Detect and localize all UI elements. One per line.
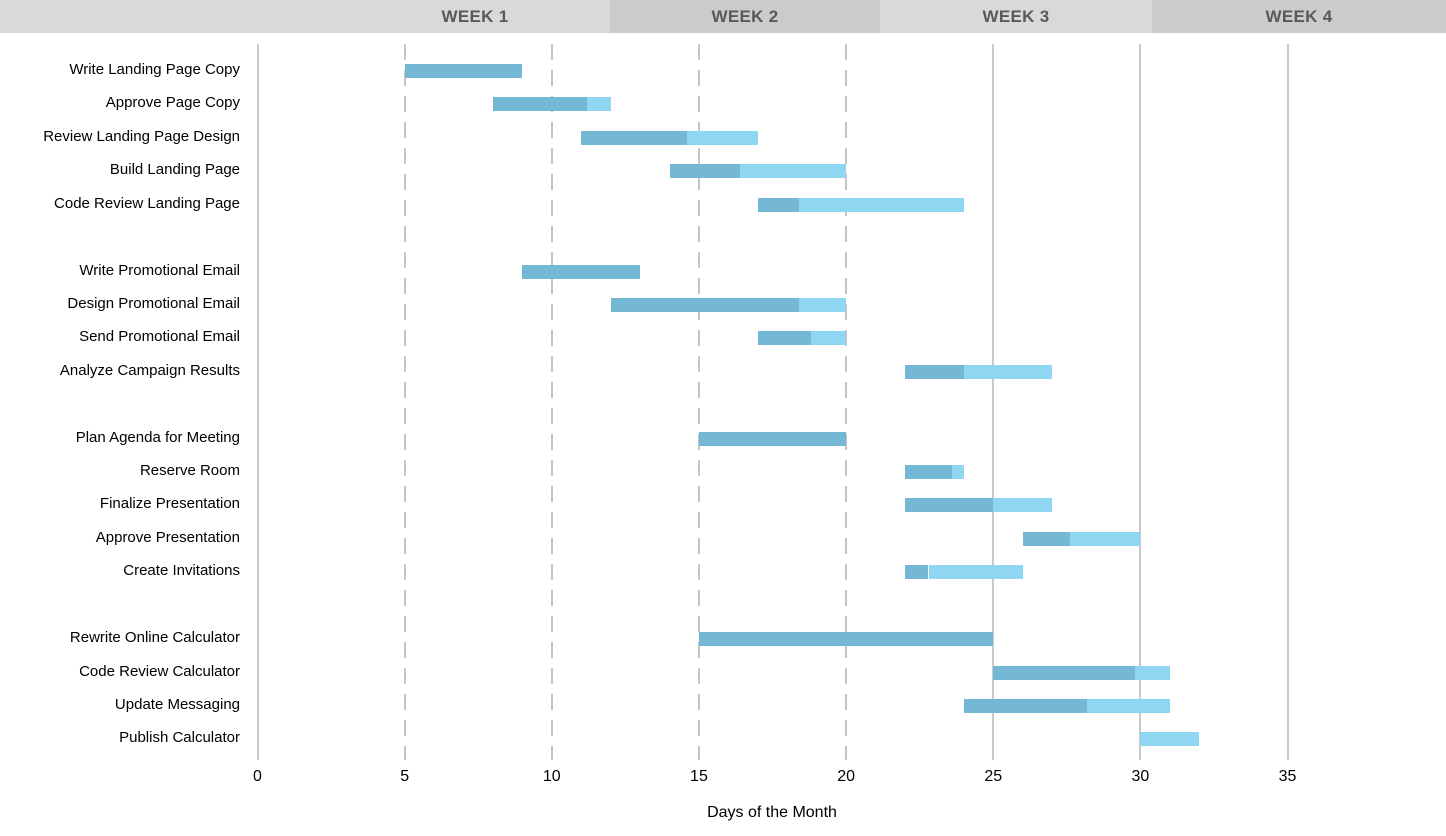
- task-label: Code Review Calculator: [79, 662, 240, 680]
- week-header-cell: WEEK 3: [880, 0, 1152, 33]
- gantt-bar-remaining: [810, 331, 847, 346]
- task-label: Send Promotional Email: [79, 328, 240, 346]
- task-label: Code Review Landing Page: [54, 194, 240, 212]
- task-label: Write Promotional Email: [79, 261, 240, 279]
- gantt-bar-remaining: [799, 297, 847, 312]
- gridline-day-20: [845, 44, 848, 760]
- gridline-day-35: [1286, 44, 1289, 760]
- gantt-bar-remaining: [993, 498, 1053, 513]
- x-tick-label: 20: [837, 768, 855, 785]
- x-tick-label: 0: [253, 768, 262, 785]
- gantt-bar-complete: [698, 431, 847, 446]
- task-label: Reserve Room: [139, 462, 240, 480]
- gantt-bar-complete: [904, 498, 994, 513]
- gantt-bar-complete: [522, 264, 641, 279]
- gantt-bar-complete: [581, 130, 688, 145]
- task-label: Design Promotional Email: [67, 294, 240, 312]
- x-tick-label: 10: [542, 768, 561, 785]
- gantt-bar-complete: [993, 665, 1135, 680]
- x-tick-label: 15: [690, 768, 708, 785]
- task-label: Write Landing Page Copy: [69, 61, 240, 78]
- week-header-cell: WEEK 2: [610, 0, 880, 33]
- gantt-bar-complete: [904, 364, 964, 379]
- gantt-bar-remaining: [928, 565, 1023, 580]
- gridline-day-0: [256, 44, 259, 760]
- task-label: Publish Calculator: [119, 729, 240, 747]
- task-label: Rewrite Online Calculator: [69, 629, 240, 647]
- gantt-bar-remaining: [1134, 665, 1170, 680]
- task-label: Review Landing Page Design: [43, 127, 240, 145]
- week-header-spacer: [0, 0, 340, 33]
- gantt-bar-remaining: [740, 164, 847, 179]
- gantt-bar-complete: [904, 465, 953, 480]
- gantt-bar-remaining: [587, 97, 611, 112]
- gantt-bar-complete: [610, 297, 799, 312]
- task-label: Finalize Presentation: [99, 495, 240, 513]
- x-tick-label: 25: [984, 768, 1003, 785]
- gantt-bar-complete: [669, 164, 741, 179]
- task-label: Build Landing Page: [109, 161, 240, 179]
- gridline-day-25: [992, 44, 995, 760]
- gantt-bar-complete: [404, 64, 523, 78]
- task-label: Approve Presentation: [95, 528, 240, 546]
- task-label: Create Invitations: [123, 562, 240, 580]
- x-tick-label: 30: [1131, 768, 1150, 785]
- gridline-day-15: [697, 44, 700, 760]
- week-header-band: WEEK 1 WEEK 2 WEEK 3 WEEK 4: [0, 0, 1446, 33]
- gantt-bar-complete: [963, 698, 1088, 713]
- gridline-day-30: [1139, 44, 1142, 760]
- gantt-bar-complete: [698, 632, 994, 647]
- gantt-bar-remaining: [952, 465, 964, 480]
- task-label: Analyze Campaign Results: [59, 361, 240, 379]
- task-label: Approve Page Copy: [105, 94, 240, 112]
- gantt-bar-complete: [757, 331, 811, 346]
- x-tick-label: 5: [400, 768, 410, 785]
- gantt-bar-remaining: [963, 364, 1053, 379]
- week-header-cell: WEEK 1: [340, 0, 610, 33]
- week-header-cell: WEEK 4: [1152, 0, 1446, 33]
- task-label: Plan Agenda for Meeting: [75, 428, 240, 446]
- gantt-bar-remaining: [799, 197, 964, 212]
- x-tick-label: 35: [1278, 768, 1297, 785]
- gantt-bar-complete: [757, 197, 799, 212]
- gantt-bar-remaining: [1069, 531, 1141, 546]
- gantt-bar-complete: [1022, 531, 1070, 546]
- gantt-bar-remaining: [1140, 732, 1200, 747]
- gridline-day-10: [550, 44, 553, 760]
- gridline-day-5: [403, 44, 406, 760]
- task-label: Update Messaging: [114, 695, 240, 713]
- gantt-bar-complete: [492, 97, 588, 112]
- gantt-bar-complete: [904, 565, 929, 580]
- x-axis-title: Days of the Month: [707, 804, 837, 821]
- gantt-bar-remaining: [687, 130, 758, 145]
- gantt-bar-remaining: [1087, 698, 1170, 713]
